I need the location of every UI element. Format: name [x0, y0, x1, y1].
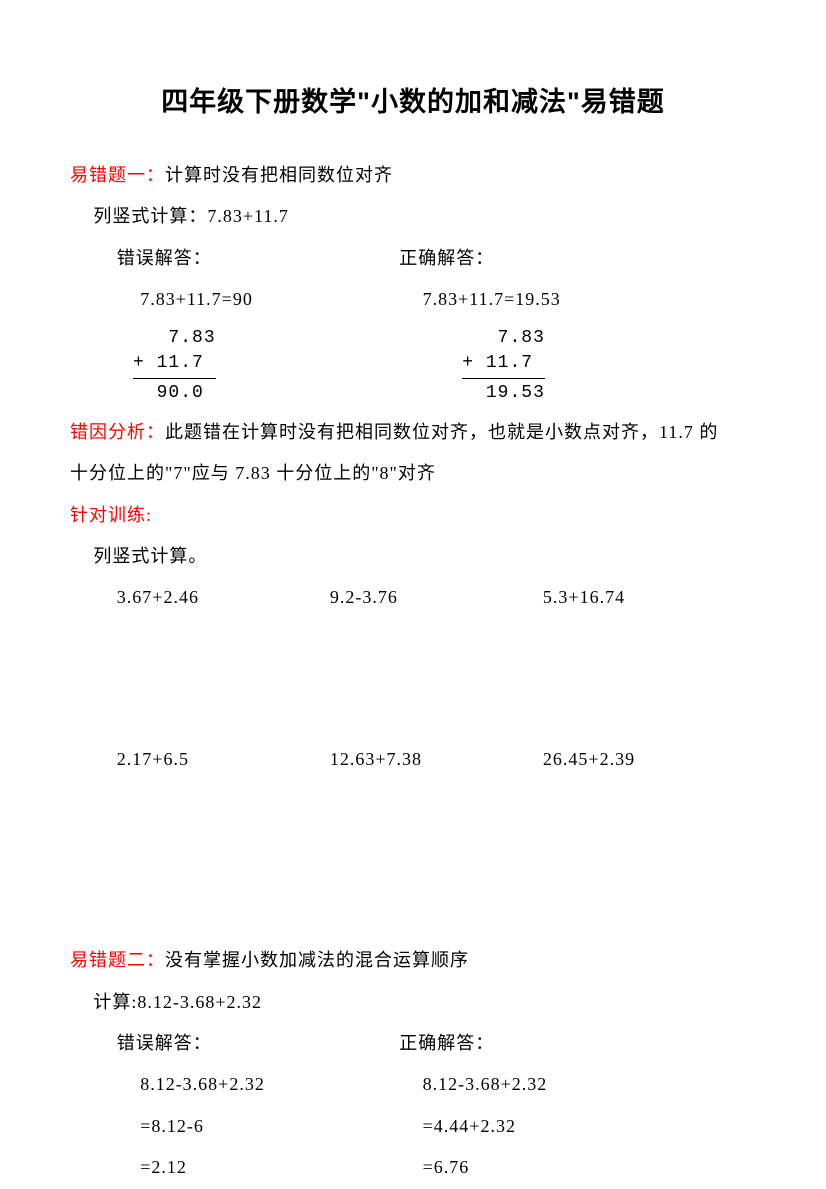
practice-label: 针对训练:	[70, 495, 756, 536]
wrong-answer-col: 错误解答： 8.12-3.68+2.32 =8.12-6 =2.12	[70, 1023, 399, 1189]
right-step: 8.12-3.68+2.32	[399, 1064, 756, 1105]
practice-item: 12.63+7.38	[330, 739, 543, 780]
wrong-label: 错误解答：	[70, 1023, 399, 1064]
calc-row: + 11.7	[462, 351, 545, 376]
wrong-label: 错误解答：	[70, 238, 399, 279]
section2-heading: 易错题二：没有掌握小数加减法的混合运算顺序	[70, 940, 756, 981]
right-label: 正确解答：	[399, 238, 756, 279]
section1-answers: 错误解答： 7.83+11.7=90 7.83 + 11.7 90.0 正确解答…	[70, 238, 756, 412]
calc-row-sum: 90.0	[133, 378, 216, 406]
calc-row: 7.83	[133, 326, 216, 351]
practice-item: 3.67+2.46	[117, 577, 330, 618]
wrong-vertical-calc: 7.83 + 11.7 90.0	[133, 326, 216, 407]
page-title: 四年级下册数学"小数的加和减法"易错题	[70, 80, 756, 119]
right-equation: 7.83+11.7=19.53	[399, 279, 756, 320]
section2-heading-red: 易错题二：	[70, 950, 165, 970]
analysis-text: 此题错在计算时没有把相同数位对齐，也就是小数点对齐，11.7 的	[165, 422, 718, 442]
practice-row-1: 3.67+2.46 9.2-3.76 5.3+16.74	[70, 577, 756, 618]
section1-instruction: 列竖式计算：7.83+11.7	[70, 196, 756, 237]
practice-item: 5.3+16.74	[543, 577, 756, 618]
right-answer-col: 正确解答： 7.83+11.7=19.53 7.83 + 11.7 19.53	[399, 238, 756, 412]
right-label: 正确解答：	[399, 1023, 756, 1064]
calc-row: 7.83	[462, 326, 545, 351]
wrong-step: 8.12-3.68+2.32	[70, 1064, 399, 1105]
practice-item: 2.17+6.5	[117, 739, 330, 780]
workspace-gap	[70, 619, 756, 739]
practice-row-2: 2.17+6.5 12.63+7.38 26.45+2.39	[70, 739, 756, 780]
section1-heading-red: 易错题一：	[70, 165, 165, 185]
calc-row-sum: 19.53	[462, 378, 545, 406]
right-answer-col: 正确解答： 8.12-3.68+2.32 =4.44+2.32 =6.76	[399, 1023, 756, 1189]
analysis-line1: 错因分析：此题错在计算时没有把相同数位对齐，也就是小数点对齐，11.7 的	[70, 412, 756, 453]
analysis-label: 错因分析：	[70, 422, 165, 442]
wrong-step: =8.12-6	[70, 1106, 399, 1147]
wrong-equation: 7.83+11.7=90	[70, 279, 399, 320]
practice-item: 9.2-3.76	[330, 577, 543, 618]
practice-item: 26.45+2.39	[543, 739, 756, 780]
section1-heading-black: 计算时没有把相同数位对齐	[165, 165, 393, 185]
section2-heading-black: 没有掌握小数加减法的混合运算顺序	[165, 950, 469, 970]
section2-instruction: 计算:8.12-3.68+2.32	[70, 982, 756, 1023]
section1-heading: 易错题一：计算时没有把相同数位对齐	[70, 155, 756, 196]
calc-row: + 11.7	[133, 351, 216, 376]
section2-answers: 错误解答： 8.12-3.68+2.32 =8.12-6 =2.12 正确解答：…	[70, 1023, 756, 1189]
analysis-line2: 十分位上的"7"应与 7.83 十分位上的"8"对齐	[70, 453, 756, 494]
wrong-answer-col: 错误解答： 7.83+11.7=90 7.83 + 11.7 90.0	[70, 238, 399, 412]
right-step: =4.44+2.32	[399, 1106, 756, 1147]
practice-instruction: 列竖式计算。	[70, 536, 756, 577]
right-vertical-calc: 7.83 + 11.7 19.53	[462, 326, 545, 407]
workspace-gap	[70, 780, 756, 940]
